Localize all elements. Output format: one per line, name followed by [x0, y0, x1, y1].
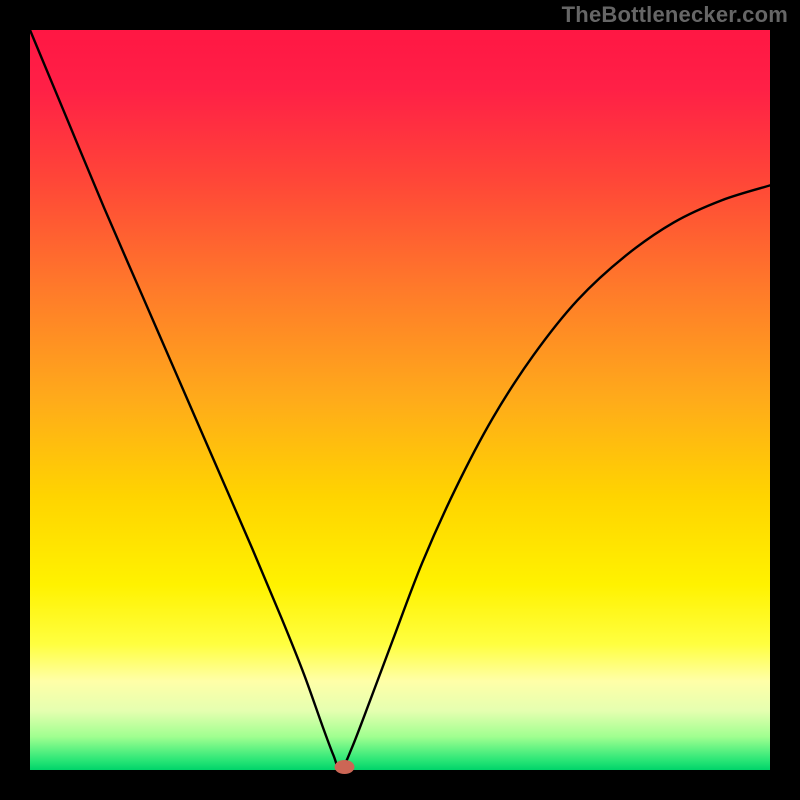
chart-svg: [0, 0, 800, 800]
plot-background: [30, 30, 770, 770]
optimum-marker: [335, 760, 355, 774]
watermark-text: TheBottlenecker.com: [562, 2, 788, 28]
chart-stage: TheBottlenecker.com: [0, 0, 800, 800]
